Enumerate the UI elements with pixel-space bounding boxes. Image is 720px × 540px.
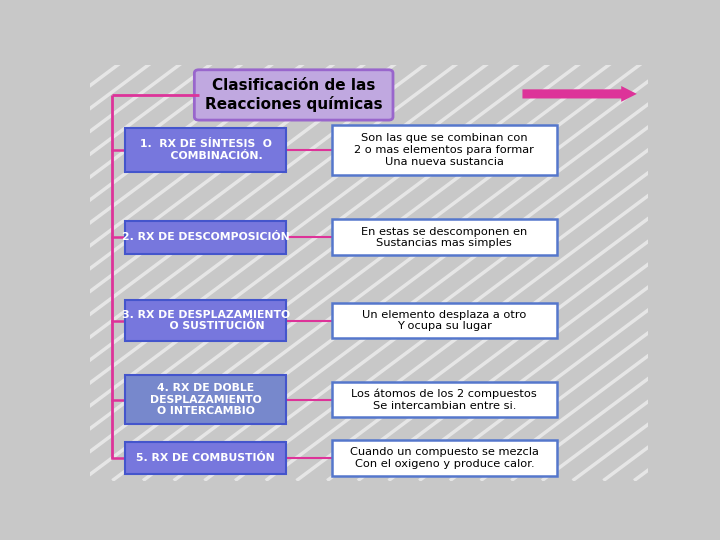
FancyBboxPatch shape	[332, 382, 557, 417]
FancyBboxPatch shape	[125, 442, 287, 474]
FancyBboxPatch shape	[332, 125, 557, 175]
FancyBboxPatch shape	[332, 302, 557, 339]
Polygon shape	[523, 86, 637, 102]
Text: En estas se descomponen en
Sustancias mas simples: En estas se descomponen en Sustancias ma…	[361, 227, 528, 248]
Text: Un elemento desplaza a otro
Y ocupa su lugar: Un elemento desplaza a otro Y ocupa su l…	[362, 310, 526, 332]
FancyBboxPatch shape	[332, 219, 557, 255]
FancyBboxPatch shape	[125, 221, 287, 254]
Text: 3. RX DE DESPLAZAMIENTO
      O SUSTITUCIÓN: 3. RX DE DESPLAZAMIENTO O SUSTITUCIÓN	[122, 310, 290, 332]
FancyBboxPatch shape	[125, 375, 287, 424]
Text: 2. RX DE DESCOMPOSICIÓN: 2. RX DE DESCOMPOSICIÓN	[122, 232, 289, 242]
FancyBboxPatch shape	[332, 440, 557, 476]
FancyBboxPatch shape	[125, 300, 287, 341]
Text: Cuando un compuesto se mezcla
Con el oxigeno y produce calor.: Cuando un compuesto se mezcla Con el oxi…	[350, 447, 539, 469]
FancyBboxPatch shape	[125, 129, 287, 172]
Text: Clasificación de las
Reacciones químicas: Clasificación de las Reacciones químicas	[205, 78, 382, 112]
Text: Son las que se combinan con
2 o mas elementos para formar
Una nueva sustancia: Son las que se combinan con 2 o mas elem…	[354, 133, 534, 167]
Text: 1.  RX DE SÍNTESIS  O
      COMBINACIÓN.: 1. RX DE SÍNTESIS O COMBINACIÓN.	[140, 139, 271, 161]
Text: 5. RX DE COMBUSTIÓN: 5. RX DE COMBUSTIÓN	[136, 453, 275, 463]
FancyBboxPatch shape	[194, 70, 393, 120]
Text: 4. RX DE DOBLE
DESPLAZAMIENTO
O INTERCAMBIO: 4. RX DE DOBLE DESPLAZAMIENTO O INTERCAM…	[150, 383, 261, 416]
Text: Los átomos de los 2 compuestos
Se intercambian entre si.: Los átomos de los 2 compuestos Se interc…	[351, 388, 537, 410]
